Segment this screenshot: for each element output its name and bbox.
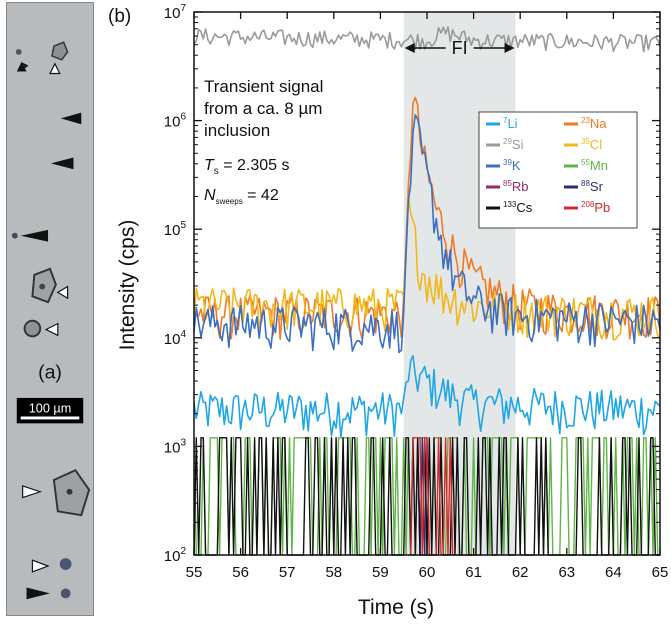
x-tick-label: 56 (232, 564, 249, 581)
x-tick-label: 65 (652, 564, 669, 581)
series-line-li (193, 354, 661, 438)
x-tick-label: 61 (465, 564, 482, 581)
inclusion-particles (11, 41, 91, 599)
legend-label-pb: 208Pb (581, 200, 610, 215)
series-line-cl (193, 195, 661, 341)
dwell-time-annotation: Ts = 2.305 s (204, 157, 290, 177)
intensity-time-chart: (b) 55 56 57 58 59 60 61 62 63 64 65 102 103 104 105 10… (108, 3, 669, 619)
legend-box (478, 111, 638, 229)
scale-bar-line (20, 416, 80, 420)
x-tick-label: 60 (419, 564, 436, 581)
annotation-line-1: Transient signal (204, 77, 323, 96)
y-tick-label: 106 (164, 112, 187, 131)
fi-annotation: FI (404, 38, 515, 58)
fi-label: FI (452, 38, 468, 58)
scale-bar-label: 100 µm (29, 402, 72, 416)
arrow-markers (16, 61, 82, 600)
x-tick-label: 59 (372, 564, 389, 581)
panel-a-label: (a) (38, 361, 62, 383)
y-axis-label: Intensity (cps) (116, 220, 139, 351)
annotation-block: Transient signal from a ca. 8 µm inclusi… (204, 77, 323, 206)
legend-label-k: 39K (503, 158, 521, 173)
x-tick-label: 57 (279, 564, 296, 581)
y-tick-label: 107 (164, 3, 187, 22)
annotation-line-3: inclusion (204, 121, 270, 140)
x-axis-label: Time (s) (358, 596, 434, 619)
legend-label-cs: 133Cs (503, 200, 533, 215)
panel-b-label: (b) (108, 6, 131, 27)
y-tick-label: 103 (164, 437, 187, 456)
legend-label-rb: 85Rb (503, 179, 529, 194)
y-tick-label: 104 (164, 329, 187, 348)
x-tick-label: 63 (558, 564, 575, 581)
legend-label-na: 23Na (581, 116, 607, 131)
annotation-line-2: from a ca. 8 µm (204, 99, 322, 118)
x-tick-label: 58 (325, 564, 342, 581)
legend-label-si: 29Si (503, 137, 524, 152)
x-tick-label: 55 (186, 564, 203, 581)
y-tick-label: 105 (164, 220, 187, 239)
legend-label-cl: 35Cl (581, 137, 602, 152)
x-tick-label: 62 (512, 564, 529, 581)
legend-label-mn: 55Mn (581, 158, 608, 173)
microscope-image-panel: (a) 100 µm (6, 2, 94, 616)
legend-label-sr: 88Sr (581, 179, 604, 194)
y-tick-label: 102 (164, 546, 187, 565)
legend-label-li: 7Li (503, 116, 518, 131)
series-line-k (193, 114, 661, 354)
sweeps-annotation: Nsweeps = 42 (204, 187, 279, 206)
series-line-si (193, 26, 661, 53)
legend: 7Li 23Na 29Si 35Cl 39K 55Mn 85Rb 88Sr 133Cs 208Pb (478, 111, 638, 229)
x-tick-label: 64 (605, 564, 622, 581)
